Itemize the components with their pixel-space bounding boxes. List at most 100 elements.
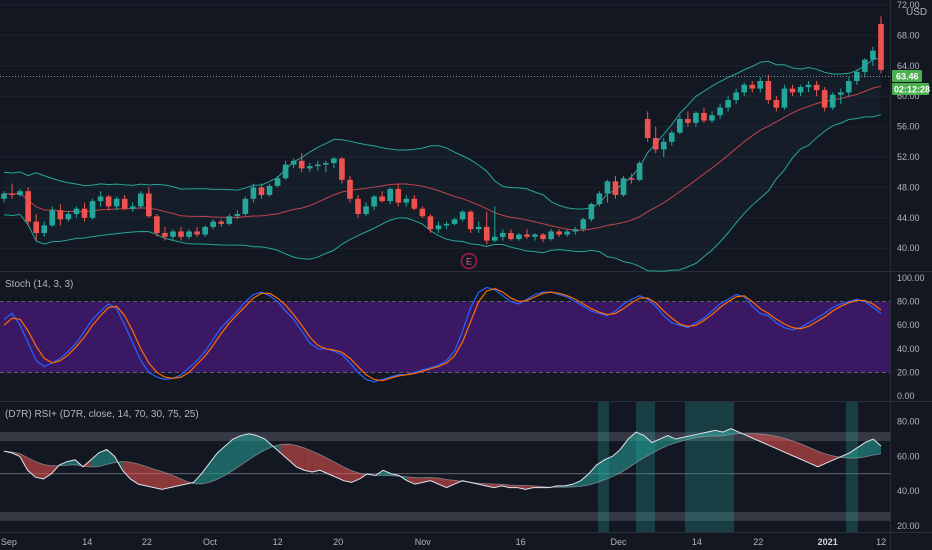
candle-body bbox=[685, 119, 691, 123]
candle-body bbox=[789, 88, 796, 93]
countdown-bg bbox=[892, 83, 929, 95]
candle-body bbox=[154, 216, 160, 233]
candle-body bbox=[89, 201, 96, 218]
rsi-fill-segment bbox=[865, 439, 874, 457]
candle-body bbox=[387, 188, 394, 202]
candle-body bbox=[298, 160, 305, 169]
candlestick-series[interactable] bbox=[1, 16, 884, 245]
bollinger-bands bbox=[3, 57, 882, 272]
candle-body bbox=[854, 71, 860, 81]
rsi-axis-label: 60.00 bbox=[897, 451, 920, 461]
rsi-fill-segment bbox=[754, 433, 763, 443]
candle-body bbox=[620, 178, 627, 195]
price-axis-label: 52.00 bbox=[897, 152, 920, 162]
candle-body bbox=[202, 226, 208, 235]
candle-body bbox=[49, 210, 56, 226]
candle-body bbox=[829, 94, 836, 108]
candle-body bbox=[540, 234, 546, 240]
candle-body bbox=[395, 188, 402, 203]
candle-body bbox=[266, 185, 273, 195]
candle-body bbox=[870, 50, 876, 60]
price-axis-label: 44.00 bbox=[897, 213, 920, 223]
candle-body bbox=[757, 81, 764, 89]
rsi-fill-segment bbox=[809, 447, 818, 467]
candle-body bbox=[226, 216, 233, 224]
candle-body bbox=[717, 107, 723, 116]
rsi-panel-title[interactable]: (D7R) RSI+ (D7R, close, 14, 70, 30, 75, … bbox=[5, 409, 199, 420]
rsi-fill-segment bbox=[873, 439, 882, 456]
rsi-fill-segment bbox=[90, 452, 99, 467]
price-axis-label: 56.00 bbox=[897, 122, 920, 132]
candle-body bbox=[178, 231, 184, 237]
stoch-band bbox=[0, 301, 890, 373]
candle-body bbox=[41, 225, 48, 233]
candle-body bbox=[371, 196, 377, 207]
rsi-fill-segment bbox=[280, 444, 289, 460]
candle-body bbox=[443, 223, 450, 226]
time-axis-label: 12 bbox=[876, 537, 886, 547]
candle-body bbox=[146, 193, 152, 217]
candle-body bbox=[129, 206, 136, 209]
rsi-axis-label: 20.00 bbox=[897, 521, 920, 531]
rsi-fill-segment bbox=[154, 469, 162, 490]
candle-body bbox=[137, 193, 144, 207]
candle-body bbox=[548, 231, 554, 240]
rsi-fill-segment bbox=[248, 433, 257, 460]
time-axis-label: 14 bbox=[692, 537, 702, 547]
rsi-fill-segment bbox=[122, 461, 131, 479]
candle-body bbox=[242, 198, 249, 214]
candle-body bbox=[821, 90, 828, 108]
rsi-signal-zone bbox=[685, 402, 734, 532]
currency-label[interactable]: USD bbox=[906, 7, 927, 18]
candle-body bbox=[186, 231, 192, 237]
rsi-fill-segment bbox=[580, 473, 589, 487]
candle-body bbox=[427, 216, 434, 230]
rsi-fill-segment bbox=[770, 435, 779, 450]
candle-body bbox=[121, 198, 128, 209]
rsi-fill-segment bbox=[296, 445, 305, 471]
candle-body bbox=[1, 193, 7, 199]
rsi-axis-label: 80.00 bbox=[897, 417, 920, 427]
rsi-fill-segment bbox=[146, 466, 155, 488]
rsi-fill-segment bbox=[817, 451, 826, 467]
earnings-marker[interactable]: E bbox=[460, 252, 478, 270]
candle-body bbox=[483, 226, 490, 241]
candle-body bbox=[306, 166, 313, 169]
candle-body bbox=[781, 88, 788, 108]
candle-body bbox=[25, 191, 31, 222]
grid-lines bbox=[0, 4, 890, 249]
candle-body bbox=[773, 100, 780, 108]
rsi-fill-segment bbox=[438, 478, 447, 488]
price-axis-label: 60.00 bbox=[897, 91, 920, 101]
candle-body bbox=[516, 234, 522, 240]
candle-body bbox=[532, 234, 538, 237]
stoch-panel-title[interactable]: Stoch (14, 3, 3) bbox=[5, 279, 73, 290]
rsi-fill-segment bbox=[730, 428, 739, 435]
rsi-fill-segment bbox=[138, 464, 147, 486]
candle-body bbox=[234, 214, 241, 217]
candle-body bbox=[210, 221, 217, 227]
candle-body bbox=[628, 178, 635, 180]
candle-body bbox=[701, 112, 707, 121]
rsi-fill-segment bbox=[596, 459, 605, 483]
rsi-fill-segment bbox=[825, 453, 834, 464]
candle-body bbox=[339, 158, 345, 180]
rsi-indicator bbox=[0, 402, 890, 532]
candle-body bbox=[170, 231, 176, 237]
stoch-d-line bbox=[3, 287, 882, 382]
time-axis-label: 16 bbox=[516, 537, 526, 547]
rsi-fill-segment bbox=[802, 444, 810, 464]
candle-body bbox=[290, 160, 297, 165]
rsi-fill-segment bbox=[327, 458, 336, 478]
time-axis-label: 12 bbox=[273, 537, 283, 547]
stoch-axis-label: 40.00 bbox=[897, 344, 920, 354]
rsi-fill-segment bbox=[525, 485, 534, 490]
rsi-fill-segment bbox=[667, 435, 676, 446]
candle-body bbox=[749, 84, 756, 89]
time-axis-label: Nov bbox=[415, 537, 432, 547]
price-axis-label: 40.00 bbox=[897, 243, 920, 253]
rsi-fill-segment bbox=[636, 432, 644, 463]
candle-body bbox=[162, 233, 168, 237]
rsi-fill-segment bbox=[786, 438, 795, 457]
